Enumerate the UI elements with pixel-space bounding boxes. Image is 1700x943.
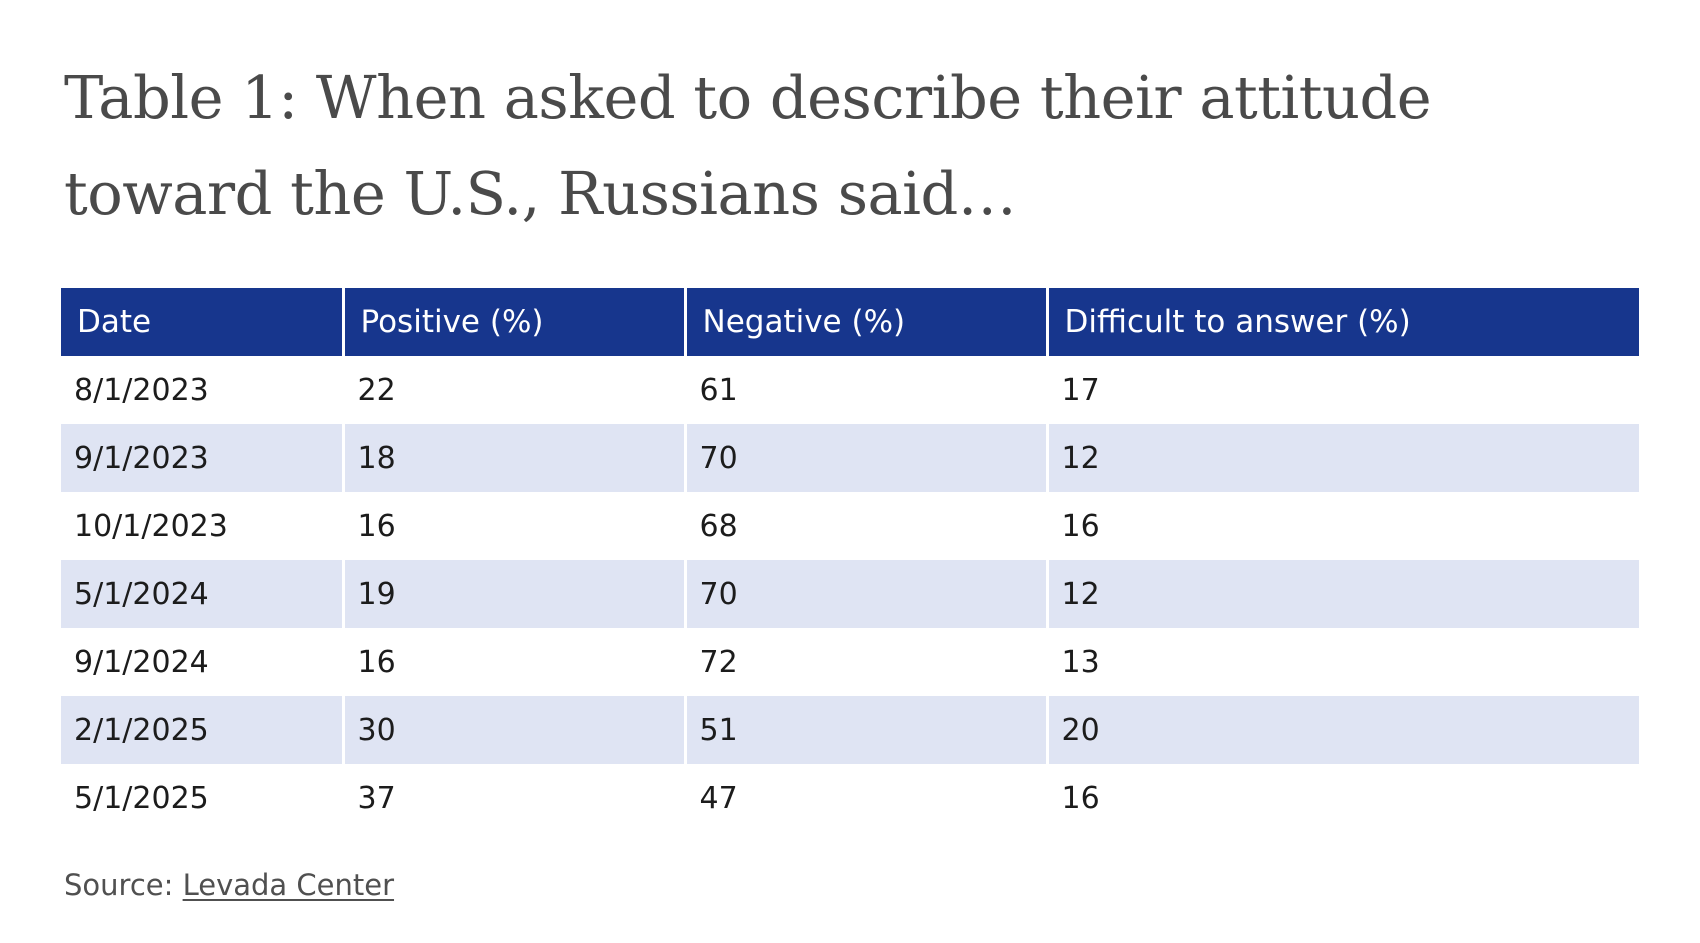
cell-positive: 22 [343, 356, 687, 424]
attitude-table: Date Positive (%) Negative (%) Difficult… [61, 288, 1639, 832]
cell-negative: 72 [685, 628, 1049, 696]
cell-date: 5/1/2024 [61, 560, 345, 628]
table-row: 10/1/2023 16 68 16 [61, 492, 1639, 560]
header-date: Date [61, 288, 345, 356]
cell-negative: 51 [685, 696, 1049, 764]
header-difficult: Difficult to answer (%) [1047, 288, 1639, 356]
cell-difficult: 20 [1047, 696, 1639, 764]
cell-date: 8/1/2023 [61, 356, 345, 424]
source-note: Source: Levada Center [64, 868, 394, 902]
cell-difficult: 16 [1047, 492, 1639, 560]
table-row: 9/1/2024 16 72 13 [61, 628, 1639, 696]
cell-difficult: 12 [1047, 560, 1639, 628]
cell-negative: 47 [685, 764, 1049, 832]
header-positive: Positive (%) [343, 288, 687, 356]
cell-difficult: 12 [1047, 424, 1639, 492]
table-row: 5/1/2024 19 70 12 [61, 560, 1639, 628]
cell-positive: 30 [343, 696, 687, 764]
cell-positive: 37 [343, 764, 687, 832]
cell-date: 9/1/2023 [61, 424, 345, 492]
cell-positive: 16 [343, 628, 687, 696]
cell-negative: 61 [685, 356, 1049, 424]
table-title: Table 1: When asked to describe their at… [64, 63, 1432, 228]
cell-difficult: 17 [1047, 356, 1639, 424]
cell-negative: 70 [685, 560, 1049, 628]
table-row: 8/1/2023 22 61 17 [61, 356, 1639, 424]
cell-difficult: 13 [1047, 628, 1639, 696]
cell-negative: 70 [685, 424, 1049, 492]
table-row: 2/1/2025 30 51 20 [61, 696, 1639, 764]
table-row: 5/1/2025 37 47 16 [61, 764, 1639, 832]
table-row: 9/1/2023 18 70 12 [61, 424, 1639, 492]
source-link[interactable]: Levada Center [182, 868, 395, 902]
cell-positive: 19 [343, 560, 687, 628]
cell-date: 2/1/2025 [61, 696, 345, 764]
cell-date: 5/1/2025 [61, 764, 345, 832]
header-row: Date Positive (%) Negative (%) Difficult… [61, 288, 1639, 356]
cell-positive: 16 [343, 492, 687, 560]
source-label: Source: [64, 868, 183, 902]
cell-date: 10/1/2023 [61, 492, 345, 560]
cell-date: 9/1/2024 [61, 628, 345, 696]
cell-difficult: 16 [1047, 764, 1639, 832]
header-negative: Negative (%) [685, 288, 1049, 356]
cell-negative: 68 [685, 492, 1049, 560]
cell-positive: 18 [343, 424, 687, 492]
